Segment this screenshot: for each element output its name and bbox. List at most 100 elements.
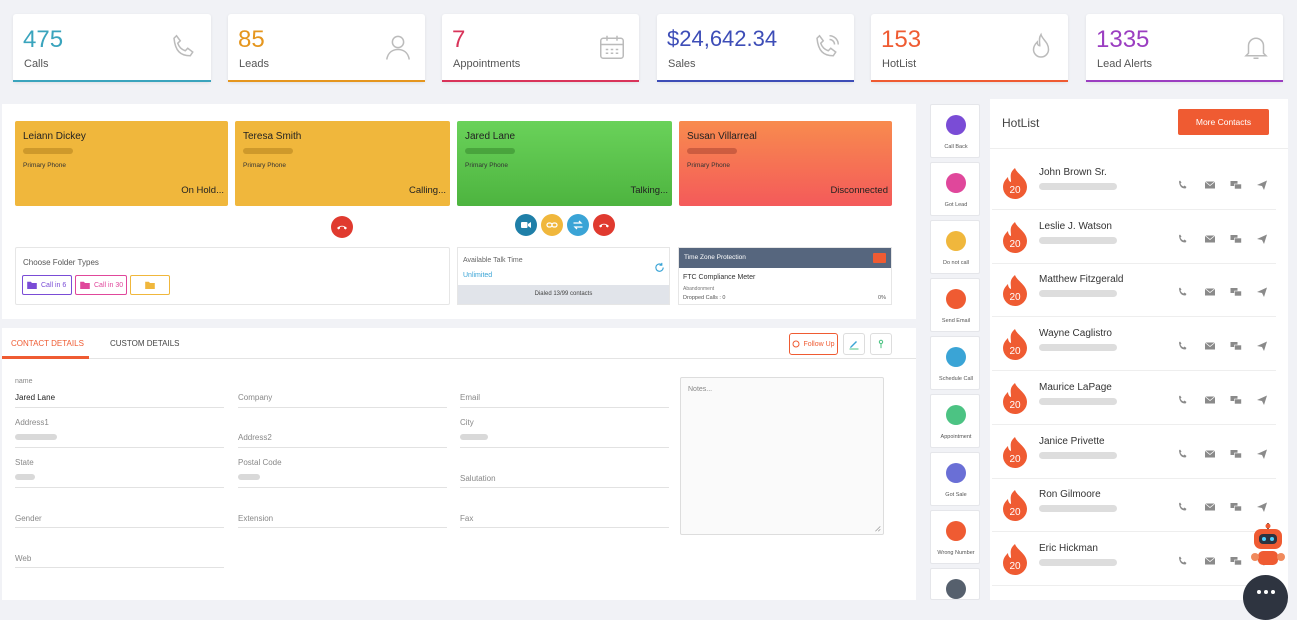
line-card-4[interactable]: Susan Villarreal Primary Phone Disconnec… [679,121,892,206]
email-icon[interactable] [1203,394,1217,406]
hotlist-contact-name[interactable]: Eric Hickman [1039,542,1098,554]
send-icon[interactable] [1255,340,1269,352]
email-field[interactable]: Email [460,393,481,402]
phone-icon[interactable] [1176,286,1190,298]
hotlist-row[interactable]: 20 Janice Privette [992,425,1276,479]
gender-field[interactable]: Gender [15,514,42,523]
sms-icon[interactable] [1229,501,1243,513]
redacted-state[interactable] [15,474,35,480]
send-icon[interactable] [1255,394,1269,406]
hotlist-row[interactable]: 20 Ron Gilmoore [992,478,1276,533]
side-action-chat[interactable] [930,568,980,600]
stat-card-calls[interactable]: 475 Calls [13,14,211,82]
send-icon[interactable] [1255,501,1269,513]
sms-icon[interactable] [1229,340,1243,352]
video-button[interactable] [515,214,537,236]
stat-card-lead-alerts[interactable]: 1335 Lead Alerts [1086,14,1283,82]
email-icon[interactable] [1203,448,1217,460]
sms-icon[interactable] [1229,394,1243,406]
refresh-icon[interactable] [654,262,665,273]
extension-field[interactable]: Extension [238,514,274,523]
hotlist-row[interactable]: 20 Maurice LaPage [992,371,1276,425]
line-card-3[interactable]: Jared Lane Primary Phone Talking... [457,121,672,206]
web-field[interactable]: Web [15,554,32,563]
hotlist-contact-name[interactable]: Matthew Fitzgerald [1039,274,1124,286]
address2-field[interactable]: Address2 [238,433,272,442]
redacted-city[interactable] [460,434,488,440]
sms-icon[interactable] [1229,555,1243,567]
stat-card-sales[interactable]: $24,642.34 Sales [657,14,854,82]
hotlist-contact-name[interactable]: Ron Gilmoore [1039,489,1101,501]
fax-field[interactable]: Fax [460,514,474,523]
hotlist-row[interactable]: 20 Wayne Caglistro [992,317,1276,372]
line-card-1[interactable]: Leiann Dickey Primary Phone On Hold... [15,121,228,206]
follow-up-button[interactable]: Follow Up [789,333,838,355]
transfer-button[interactable] [567,214,589,236]
hotlist-row[interactable]: 20 Matthew Fitzgerald [992,263,1276,318]
phone-icon[interactable] [1176,555,1190,567]
hotlist-contact-name[interactable]: John Brown Sr. [1039,167,1107,178]
stat-card-hotlist[interactable]: 153 HotList [871,14,1068,82]
side-action-got-sale[interactable]: Got Sale [930,452,980,506]
hotlist-row[interactable]: 20 Leslie J. Watson [992,210,1276,264]
email-icon[interactable] [1203,555,1217,567]
link-button[interactable] [541,214,563,236]
hotlist-contact-name[interactable]: Janice Privette [1039,435,1105,447]
more-contacts-button[interactable]: More Contacts [1178,109,1269,135]
location-button[interactable] [870,333,892,355]
email-icon[interactable] [1203,501,1217,513]
side-action-got-lead[interactable]: Got Lead [930,162,980,216]
tz-toggle-icon[interactable] [873,253,886,263]
hotlist-row[interactable]: 20 Eric Hickman [992,532,1276,586]
phone-icon[interactable] [1176,340,1190,352]
email-icon[interactable] [1203,286,1217,298]
redacted-postal[interactable] [238,474,260,480]
assistant-bot-icon[interactable] [1246,523,1290,571]
hotlist-contact-name[interactable]: Maurice LaPage [1039,381,1112,393]
tab-custom-details[interactable]: CUSTOM DETAILS [110,339,180,348]
send-icon[interactable] [1255,286,1269,298]
hotlist-contact-name[interactable]: Wayne Caglistro [1039,328,1112,340]
line-card-2[interactable]: Teresa Smith Primary Phone Calling... [235,121,450,206]
phone-icon[interactable] [1176,394,1190,406]
chat-menu-button[interactable] [1243,575,1288,620]
side-action-schedule-call[interactable]: Schedule Call [930,336,980,390]
side-action-wrong-number[interactable]: Wrong Number [930,510,980,564]
send-icon[interactable] [1255,233,1269,245]
hangup-button[interactable] [331,216,353,238]
email-icon[interactable] [1203,179,1217,191]
phone-icon[interactable] [1176,179,1190,191]
sms-icon[interactable] [1229,179,1243,191]
folder-add-button[interactable] [130,275,170,295]
edit-button[interactable] [843,333,865,355]
side-action-do-not-call[interactable]: Do not call [930,220,980,274]
hangup-button[interactable] [593,214,615,236]
name-field[interactable]: Jared Lane [15,393,56,402]
hotlist-row[interactable]: 20 John Brown Sr. [992,156,1276,210]
notes-textarea[interactable]: Notes... [680,377,884,535]
resize-handle-icon[interactable] [874,525,881,532]
side-action-appointment[interactable]: Appointment [930,394,980,448]
folder-call-in-6[interactable]: Call in 6 [22,275,72,295]
folder-call-in-30[interactable]: Call in 30 [75,275,127,295]
redacted-address1[interactable] [15,434,57,440]
send-icon[interactable] [1255,179,1269,191]
sms-icon[interactable] [1229,448,1243,460]
phone-icon[interactable] [1176,501,1190,513]
company-field[interactable]: Company [238,393,273,402]
send-icon[interactable] [1255,448,1269,460]
phone-icon[interactable] [1176,233,1190,245]
email-icon[interactable] [1203,233,1217,245]
side-action-call-back[interactable]: Call Back [930,104,980,158]
tab-contact-details[interactable]: CONTACT DETAILS [11,339,84,348]
tz-meter: FTC Compliance Meter [683,274,756,281]
hotlist-contact-name[interactable]: Leslie J. Watson [1039,220,1112,232]
side-action-send-email[interactable]: Send Email [930,278,980,332]
email-icon[interactable] [1203,340,1217,352]
sms-icon[interactable] [1229,233,1243,245]
phone-icon[interactable] [1176,448,1190,460]
stat-card-leads[interactable]: 85 Leads [228,14,425,82]
sms-icon[interactable] [1229,286,1243,298]
salutation-field[interactable]: Salutation [460,474,496,483]
stat-card-appointments[interactable]: 7 Appointments [442,14,639,82]
